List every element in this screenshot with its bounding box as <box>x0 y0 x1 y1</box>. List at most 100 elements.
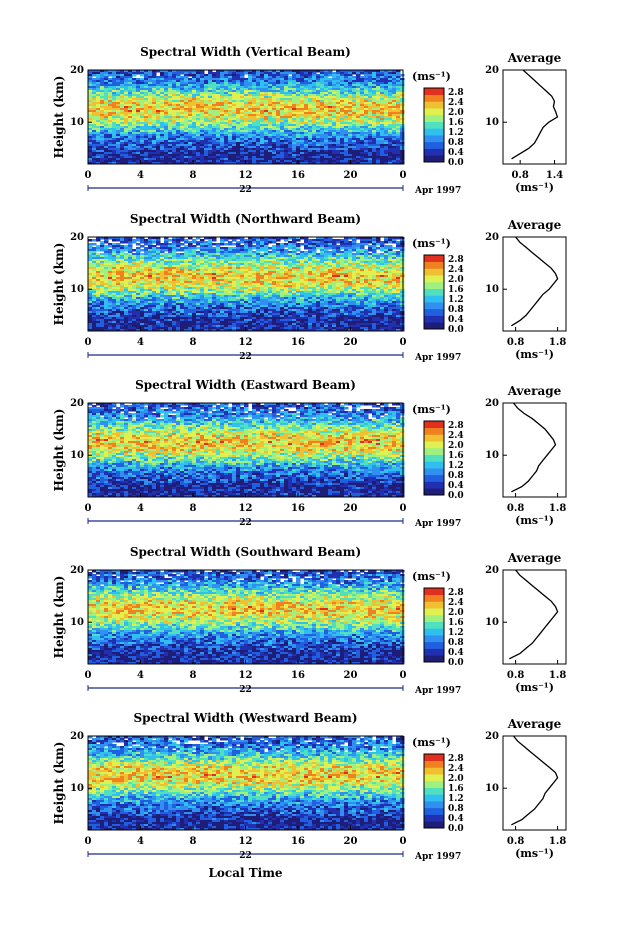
heatmap-cell <box>300 243 305 246</box>
profile-y-tick-label: 10 <box>485 117 499 128</box>
heatmap-cell <box>120 241 125 244</box>
colorbar-tick-label: 2.8 <box>448 88 464 98</box>
colorbar-unit: (ms⁻¹) <box>412 70 451 83</box>
heatmap-cell <box>244 72 249 75</box>
x-tick-label: 16 <box>291 170 305 181</box>
heatmap-cell <box>176 249 181 252</box>
colorbar-swatch <box>424 101 444 108</box>
colorbar-tick-label: 1.6 <box>448 118 464 128</box>
heatmap-cell <box>116 239 121 242</box>
heatmap-cell <box>100 249 105 252</box>
profile-title: Average <box>507 51 562 65</box>
heatmap-cell <box>316 247 321 250</box>
heatmap-cell <box>180 243 185 246</box>
heatmap-cell <box>212 239 217 242</box>
x-tick-label: 12 <box>239 170 253 181</box>
heatmap-cell <box>252 241 257 244</box>
heatmap-cell <box>180 239 185 242</box>
heatmap-cell <box>352 72 357 75</box>
heatmap-cell <box>88 239 93 242</box>
heatmap-cell <box>140 241 145 244</box>
heatmap-cell <box>96 239 101 242</box>
y-axis-label: Height (km) <box>52 76 66 159</box>
heatmap-cell <box>108 245 113 248</box>
heatmap-cells <box>88 237 405 332</box>
heatmap-cell <box>184 241 189 244</box>
panel-2: Spectral Width (Northward Beam)2010Heigh… <box>52 212 566 363</box>
colorbar-tick-label: 1.2 <box>448 128 464 138</box>
x-tick-label: 0 <box>85 170 92 181</box>
date-month: Apr 1997 <box>414 186 461 196</box>
x-tick-label: 4 <box>137 170 144 181</box>
x-tick-label: 8 <box>190 170 197 181</box>
heatmap-cell <box>232 239 237 242</box>
heatmap-cell <box>196 247 201 250</box>
date-day: 22 <box>239 185 252 195</box>
colorbar-tick-label: 0.0 <box>448 158 464 168</box>
colorbar-tick-label: 0.4 <box>448 148 464 158</box>
heatmap-cell <box>96 249 101 252</box>
heatmap-cell <box>180 249 185 252</box>
heatmap-cell <box>364 243 369 246</box>
heatmap-cell <box>296 239 301 242</box>
y-tick-label: 20 <box>70 65 84 76</box>
heatmap-cell <box>188 74 193 77</box>
heatmap-cell <box>252 247 257 250</box>
colorbar-swatch <box>424 115 444 122</box>
heatmap-cell <box>136 243 141 246</box>
heatmap-cell <box>152 241 157 244</box>
heatmap-cell <box>268 241 273 244</box>
colorbar-swatch <box>424 108 444 115</box>
heatmap-cell <box>132 249 137 252</box>
panel-1: Spectral Width (Vertical Beam)2010Height… <box>52 45 566 196</box>
heatmap-cell <box>140 245 145 248</box>
heatmap-cell <box>380 249 385 252</box>
heatmap-cell <box>284 245 289 248</box>
heatmap-cell <box>288 72 293 75</box>
heatmap-cell <box>124 241 129 244</box>
heatmap-cell <box>168 239 173 242</box>
heatmap-cell <box>368 249 373 252</box>
heatmap-cell <box>388 241 393 244</box>
heatmap-cell <box>92 239 97 242</box>
panel-title: Spectral Width (Northward Beam) <box>130 212 361 226</box>
heatmap-cell <box>376 243 381 246</box>
heatmap-cell <box>376 247 381 250</box>
heatmap-cell <box>92 74 97 77</box>
heatmap-cell <box>232 243 237 246</box>
heatmap-cell <box>224 243 229 246</box>
heatmap-cell <box>212 243 217 246</box>
x-tick-label: 0 <box>400 170 407 181</box>
colorbar-swatch <box>424 149 444 156</box>
heatmap-cell <box>192 241 197 244</box>
heatmap-cell <box>284 239 289 242</box>
heatmap-cell <box>268 247 273 250</box>
x-tick-label: 20 <box>344 170 358 181</box>
heatmap-cell <box>144 243 149 246</box>
heatmap-cell <box>140 249 145 252</box>
heatmap-cell <box>352 249 357 252</box>
heatmap-cell <box>112 239 117 242</box>
heatmap-cell <box>288 247 293 250</box>
colorbar-swatch <box>424 142 444 149</box>
heatmap-cell <box>360 72 365 75</box>
heatmap-cell <box>272 241 277 244</box>
heatmap-cell <box>228 243 233 246</box>
heatmap-cell <box>136 239 141 242</box>
colorbar-swatch <box>424 135 444 142</box>
heatmap-cell <box>392 241 397 244</box>
colorbar-swatch <box>424 122 444 129</box>
colorbar-swatch <box>424 95 444 102</box>
colorbar-swatch <box>424 128 444 135</box>
heatmap-cell <box>296 249 301 252</box>
y-tick-label: 10 <box>70 117 84 128</box>
heatmap-cell <box>396 247 401 250</box>
heatmap-cell <box>180 72 185 75</box>
heatmap-cell <box>400 74 405 77</box>
heatmap-cell <box>260 249 265 252</box>
profile-x-tick-label: 1.4 <box>546 170 563 181</box>
heatmap-cell <box>132 74 137 77</box>
heatmap-cell <box>384 241 389 244</box>
colorbar-tick-label: 0.8 <box>448 138 464 148</box>
